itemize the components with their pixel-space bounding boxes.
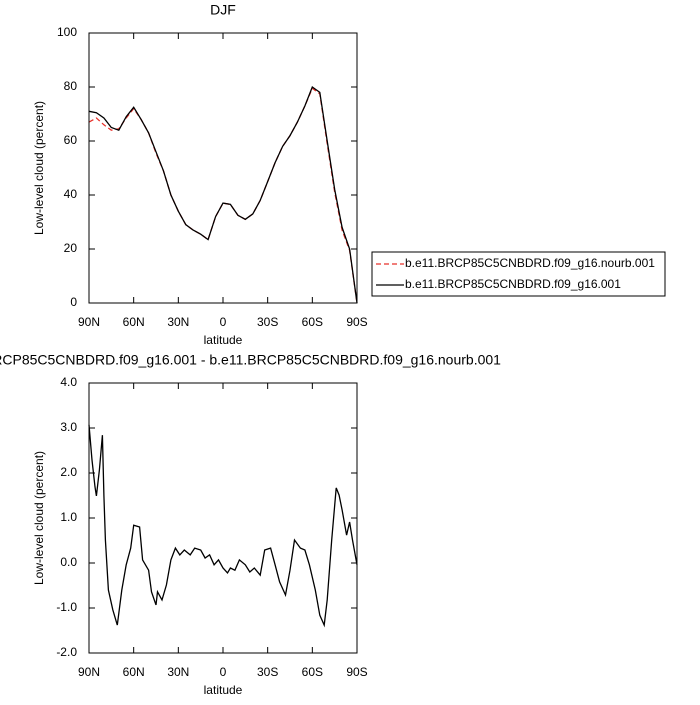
y-tick-label: 3.0 [60, 420, 77, 434]
x-tick-label: 60N [123, 315, 145, 329]
x-tick-label: 60S [302, 315, 323, 329]
x-tick-label: 90S [346, 315, 367, 329]
y-tick-label: 40 [64, 187, 78, 201]
chart-title: b.e11.BRCP85C5CNBDRD.f09_g16.001 - b.e11… [0, 352, 501, 368]
y-tick-label: 0 [70, 295, 77, 309]
y-tick-label: 60 [64, 133, 78, 147]
x-tick-label: 60N [123, 665, 145, 679]
legend-label: b.e11.BRCP85C5CNBDRD.f09_g16.001 [405, 277, 621, 291]
y-tick-label: -2.0 [56, 645, 77, 659]
legend-label: b.e11.BRCP85C5CNBDRD.f09_g16.nourb.001 [405, 256, 655, 270]
y-axis-label: Low-level cloud (percent) [32, 101, 46, 235]
x-tick-label: 30S [257, 665, 278, 679]
legend-box [371, 251, 666, 297]
x-tick-label: 90N [78, 315, 100, 329]
y-tick-label: 80 [64, 79, 78, 93]
x-tick-label: 30N [167, 315, 189, 329]
y-axis-label: Low-level cloud (percent) [32, 451, 46, 585]
x-tick-label: 90S [346, 665, 367, 679]
y-tick-label: 0.0 [60, 555, 77, 569]
y-tick-label: 2.0 [60, 465, 77, 479]
y-tick-label: 1.0 [60, 510, 77, 524]
x-axis-label: latitude [204, 333, 243, 347]
x-tick-label: 60S [302, 665, 323, 679]
x-tick-label: 30N [167, 665, 189, 679]
x-tick-label: 0 [220, 315, 227, 329]
plot-frame [88, 382, 358, 654]
x-tick-label: 0 [220, 665, 227, 679]
y-tick-label: 20 [64, 241, 78, 255]
data-line [88, 85, 358, 304]
plot-frame [88, 32, 358, 304]
data-line [88, 87, 358, 304]
x-axis-label: latitude [204, 683, 243, 697]
chart-title: DJF [210, 2, 236, 18]
x-tick-label: 90N [78, 665, 100, 679]
x-tick-label: 30S [257, 315, 278, 329]
y-tick-label: 100 [57, 25, 77, 39]
data-line [88, 424, 358, 628]
y-tick-label: -1.0 [56, 600, 77, 614]
y-tick-label: 4.0 [60, 375, 77, 389]
